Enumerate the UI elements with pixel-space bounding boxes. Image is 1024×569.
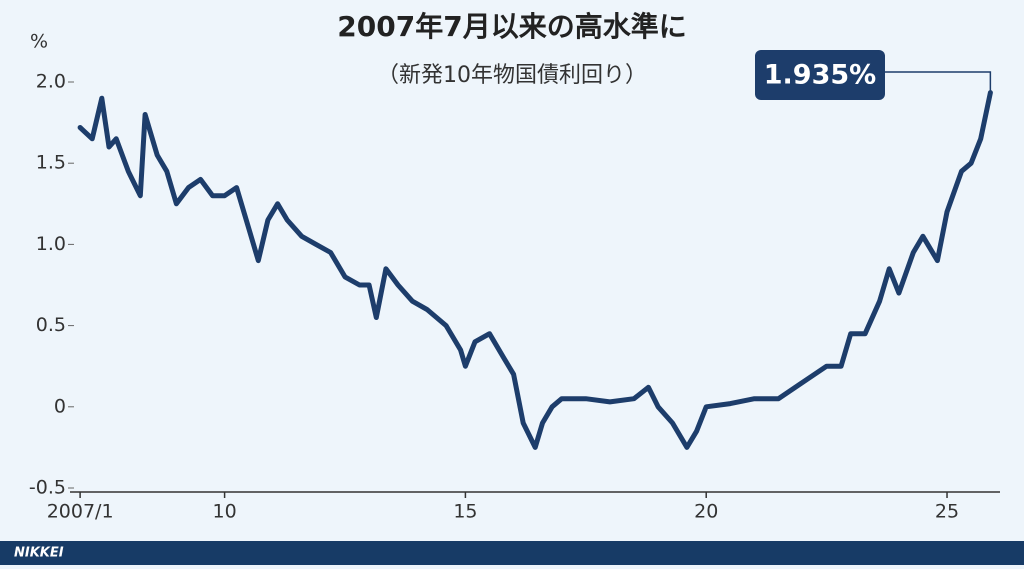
y-tick-label: 0	[54, 395, 66, 417]
y-tick-label: 1.5	[36, 152, 66, 174]
x-tick-label: 10	[213, 501, 237, 523]
x-tick-label: 25	[935, 501, 959, 523]
y-tick-label: 0.5	[36, 314, 66, 336]
annotation-label: 1.935%	[764, 60, 876, 91]
x-tick-label: 20	[694, 501, 718, 523]
y-axis-label: %	[30, 31, 48, 53]
footer-logo: NIKKEI	[14, 546, 64, 561]
chart-title: 2007年7月以来の高水準に	[337, 10, 686, 43]
y-tick-label: 1.0	[36, 233, 66, 255]
chart-subtitle: （新発10年物国債利回り）	[377, 63, 647, 88]
y-tick-label: 2.0	[36, 71, 66, 93]
x-tick-label: 2007/1	[47, 501, 114, 523]
footer-bar	[0, 541, 1024, 565]
x-tick-label: 15	[453, 501, 477, 523]
y-tick-label: -0.5	[29, 477, 66, 499]
data-line	[77, 90, 993, 450]
annotation-box	[755, 50, 885, 100]
annotation-leader	[885, 71, 992, 93]
